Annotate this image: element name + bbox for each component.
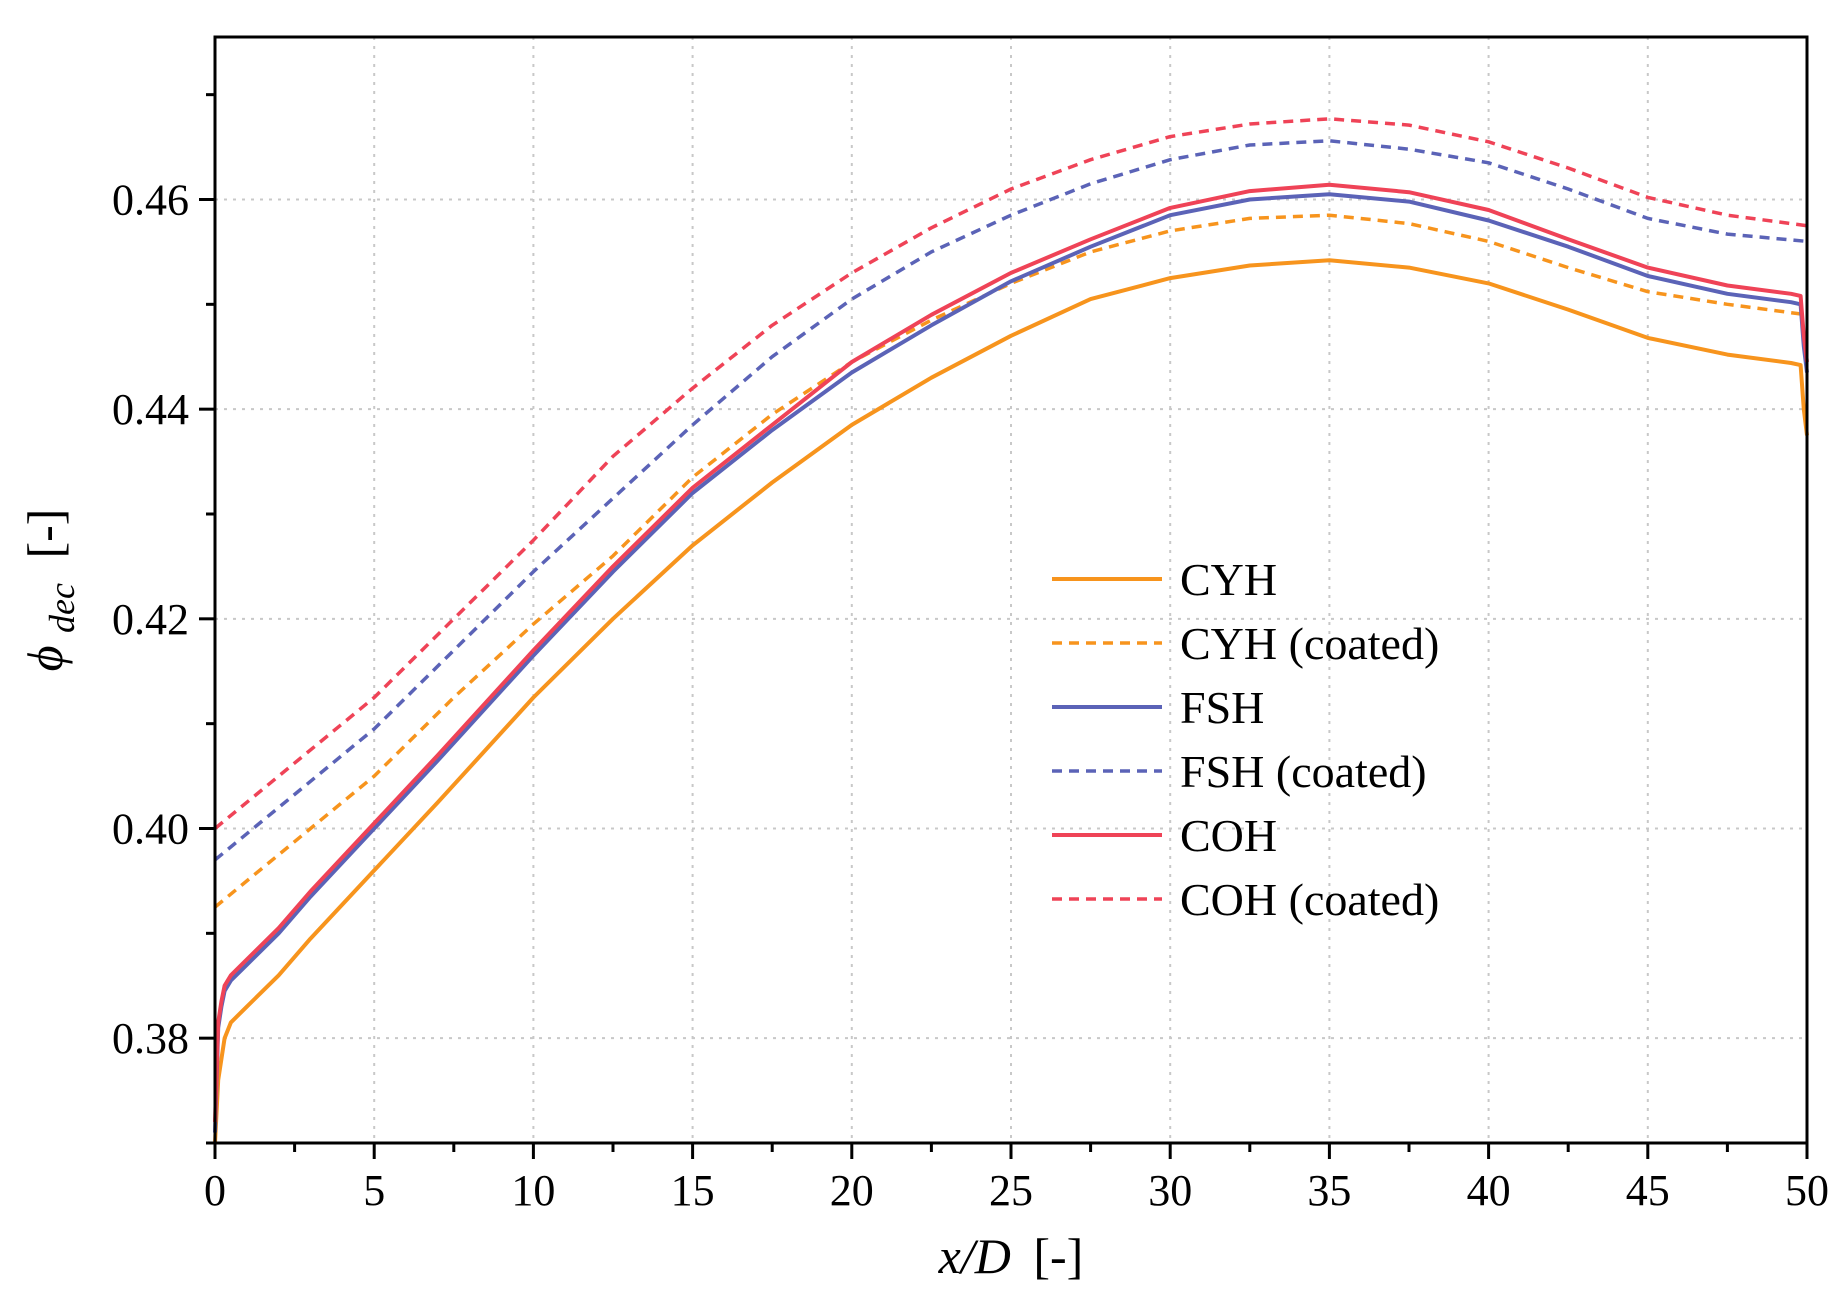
series-line (213, 258, 1809, 1144)
legend-label: CYH (1180, 554, 1277, 605)
series-line (213, 182, 1809, 1123)
legend-label: FSH (1180, 682, 1264, 733)
y-tick-label: 0.40 (112, 804, 189, 853)
series-line (213, 117, 1808, 830)
y-axis-title-unit: [-] (17, 509, 73, 559)
x-tick-label: 50 (1785, 1166, 1829, 1215)
grid (215, 37, 1807, 1143)
plot-frame (213, 35, 1809, 1145)
y-axis-title-subscript: dec (42, 583, 82, 633)
series-line (213, 192, 1809, 1133)
legend-label: FSH (coated) (1180, 746, 1427, 797)
x-tick-label: 40 (1467, 1166, 1511, 1215)
legend-label: COH (1180, 810, 1277, 861)
y-axis-title-symbol: ϕ (17, 646, 73, 672)
x-axis-title-unit: [-] (1033, 1228, 1083, 1284)
x-tick-label: 45 (1626, 1166, 1670, 1215)
legend: CYH CYH (coated) FSH FSH (coated) COH COH (co… (1052, 554, 1439, 925)
x-axis-ticks: 0 5 10 15 20 25 30 35 40 45 50 (204, 1143, 1829, 1215)
x-tick-label: 30 (1148, 1166, 1192, 1215)
y-tick-label: 0.46 (112, 175, 189, 224)
legend-label: COH (coated) (1180, 874, 1439, 925)
legend-label: CYH (coated) (1180, 618, 1439, 669)
x-tick-label: 25 (989, 1166, 1033, 1215)
x-tick-label: 20 (830, 1166, 874, 1215)
y-tick-label: 0.44 (112, 385, 189, 434)
y-axis-ticks: 0.38 0.40 0.42 0.44 0.46 (112, 93, 215, 1145)
y-axis-title: ϕ dec [-] (17, 509, 85, 672)
x-axis-title: x/D [-] (938, 1228, 1084, 1284)
y-tick-label: 0.38 (112, 1014, 189, 1063)
y-tick-label: 0.42 (112, 595, 189, 644)
x-tick-label: 10 (511, 1166, 555, 1215)
x-tick-label: 0 (204, 1166, 226, 1215)
x-tick-label: 35 (1307, 1166, 1351, 1215)
series-line (213, 139, 1808, 862)
x-axis-title-main: x/D (938, 1228, 1011, 1284)
series-lines (213, 117, 1809, 1144)
x-tick-label: 5 (363, 1166, 385, 1215)
x-tick-label: 15 (671, 1166, 715, 1215)
